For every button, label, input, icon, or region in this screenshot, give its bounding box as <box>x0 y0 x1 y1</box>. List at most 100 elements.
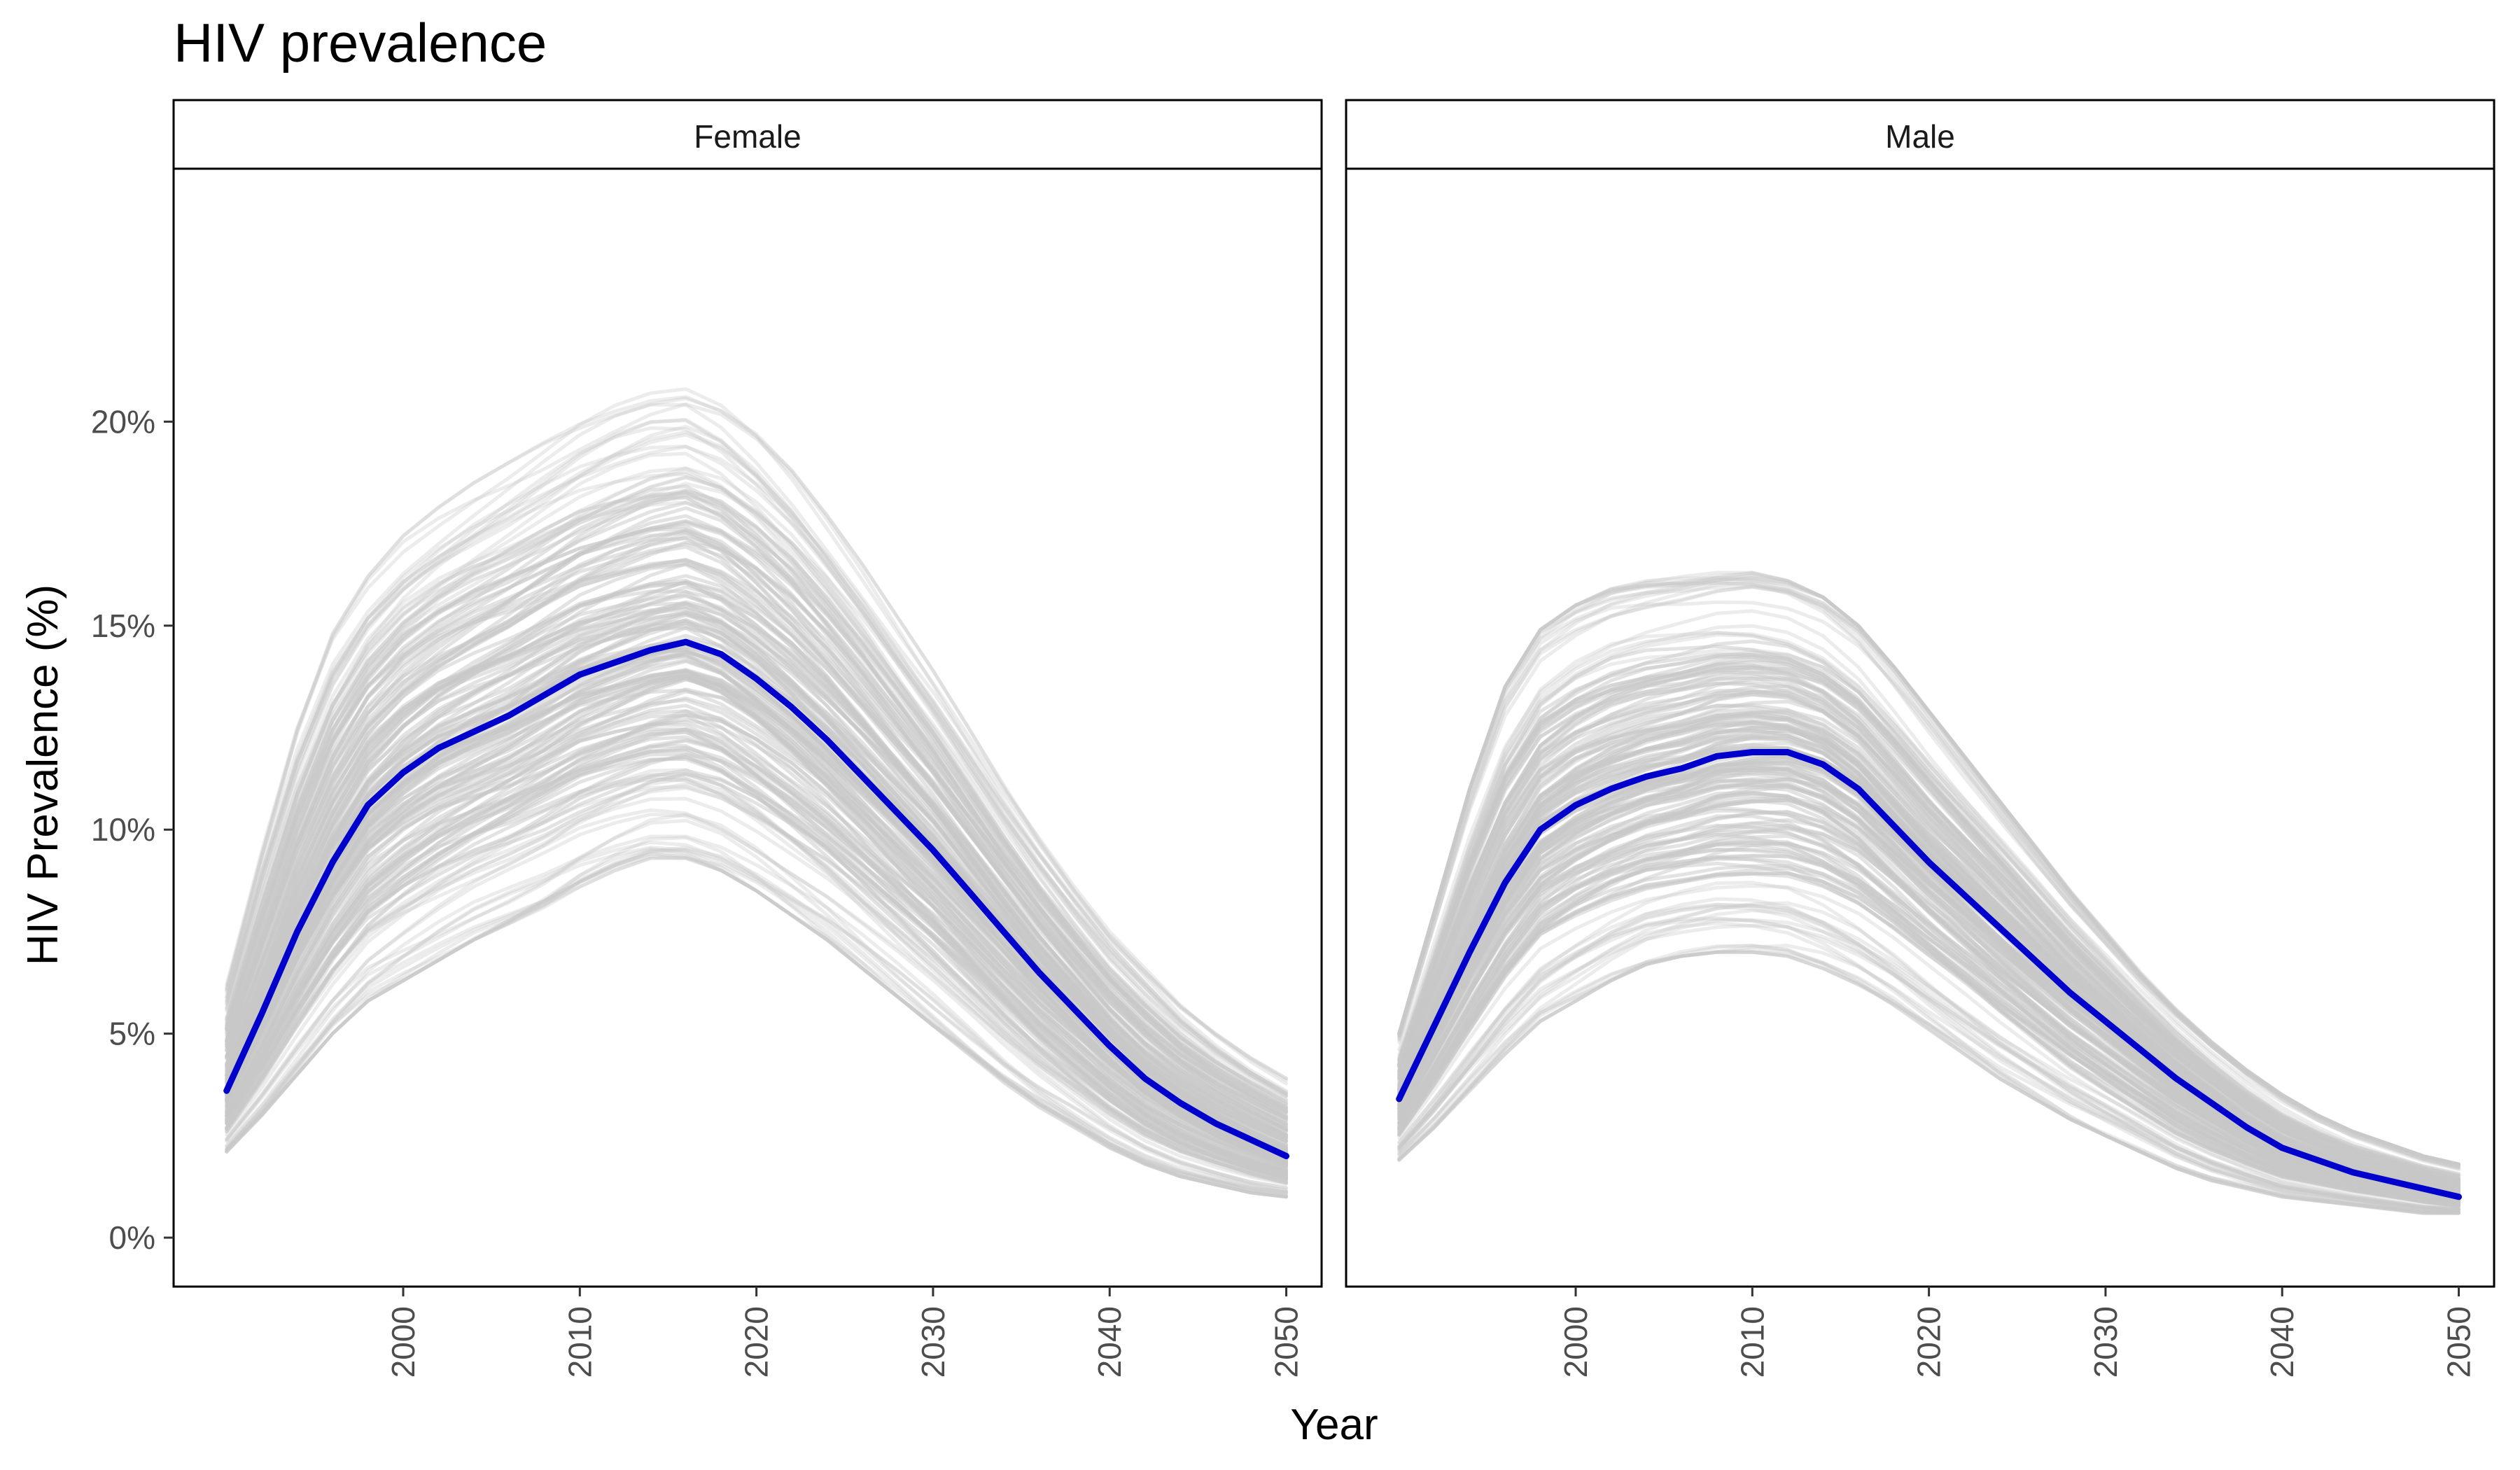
simulation-line <box>1397 664 2460 1182</box>
simulation-line <box>225 652 1288 1161</box>
simulation-line <box>225 777 1288 1182</box>
facet-strip-label: Female <box>694 118 801 155</box>
simulation-line <box>225 812 1288 1190</box>
simulation-line <box>225 856 1288 1198</box>
simulation-line <box>225 451 1288 1106</box>
simulation-line <box>225 396 1288 1081</box>
simulation-line <box>1397 950 2460 1214</box>
simulation-line <box>1397 903 2460 1211</box>
simulation-line <box>1397 584 2460 1167</box>
x-tick-label: 2050 <box>1268 1306 1305 1378</box>
simulation-line <box>225 624 1288 1148</box>
simulation-line <box>1397 854 2460 1207</box>
simulation-line <box>225 466 1288 1107</box>
x-tick-label: 2000 <box>385 1306 421 1378</box>
simulation-line <box>1397 576 2460 1166</box>
simulation-line <box>225 840 1288 1194</box>
simulation-line <box>225 402 1288 1082</box>
simulation-line <box>225 752 1288 1176</box>
simulation-line <box>225 536 1288 1132</box>
simulation-line <box>225 852 1288 1199</box>
simulation-line <box>1397 923 2460 1212</box>
simulation-line <box>1397 944 2460 1215</box>
facet-strip-label: Male <box>1885 118 1955 155</box>
mean-line <box>1396 749 2462 1200</box>
simulation-line <box>1397 580 2460 1171</box>
x-tick-label: 2020 <box>738 1306 775 1378</box>
simulation-line <box>225 846 1288 1199</box>
simulation-line <box>225 426 1288 1098</box>
x-tick-label: 2000 <box>1558 1306 1594 1378</box>
simulation-line <box>1397 902 2460 1211</box>
simulation-line <box>225 785 1288 1182</box>
y-tick-label: 20% <box>91 403 155 440</box>
simulation-line <box>225 846 1288 1194</box>
simulation-line <box>1397 571 2460 1167</box>
simulation-line <box>225 578 1288 1141</box>
simulation-line <box>1397 884 2460 1209</box>
simulation-line <box>225 777 1288 1184</box>
simulation-line <box>225 424 1288 1097</box>
simulation-line <box>1397 862 2460 1207</box>
x-tick-label: 2040 <box>2264 1306 2300 1378</box>
x-tick-label: 2050 <box>2441 1306 2477 1378</box>
simulation-line <box>1397 624 2460 1177</box>
simulation-line <box>225 852 1288 1199</box>
x-tick-label: 2030 <box>2087 1306 2124 1378</box>
simulation-line <box>225 836 1288 1198</box>
simulation-line <box>225 727 1288 1177</box>
simulation-line <box>1397 916 2460 1212</box>
simulation-line <box>1397 704 2460 1190</box>
mean-line <box>223 638 1289 1159</box>
simulation-line <box>1397 948 2460 1215</box>
simulation-line <box>1397 950 2460 1214</box>
x-tick-label: 2010 <box>561 1306 598 1378</box>
panel-border <box>172 167 1323 1288</box>
simulation-line <box>225 493 1288 1109</box>
simulation-line <box>1397 741 2460 1195</box>
simulation-line <box>225 855 1288 1199</box>
simulation-line <box>1397 570 2460 1168</box>
simulation-line <box>1397 944 2460 1215</box>
simulation-line <box>225 771 1288 1180</box>
simulation-line <box>1397 901 2460 1212</box>
simulation-line <box>225 484 1288 1115</box>
simulation-line <box>225 813 1288 1193</box>
simulation-line <box>225 466 1288 1102</box>
chart-title: HIV prevalence <box>174 12 547 74</box>
simulation-line <box>1397 670 2460 1185</box>
y-tick-label: 10% <box>91 811 155 848</box>
simulation-line <box>225 749 1288 1180</box>
simulation-line <box>1397 917 2460 1211</box>
simulation-line <box>1397 881 2460 1211</box>
simulation-line <box>1397 944 2460 1215</box>
simulation-line <box>1397 570 2460 1168</box>
simulation-line <box>1397 573 2460 1168</box>
y-tick-label: 0% <box>109 1219 155 1256</box>
panel-male: Male 2000 2010 2020 2030 2040 2050 <box>1345 99 2496 1378</box>
simulation-line <box>225 527 1288 1129</box>
simulation-line <box>225 856 1288 1198</box>
simulation-line <box>1397 897 2460 1212</box>
simulation-line <box>1397 609 2460 1176</box>
simulation-lines <box>225 387 1288 1199</box>
simulation-line <box>1397 575 2460 1166</box>
simulation-line <box>225 848 1288 1199</box>
simulation-line <box>1397 909 2460 1213</box>
panel-border <box>1345 167 2496 1288</box>
simulation-line <box>1397 904 2460 1212</box>
simulation-line <box>225 818 1288 1194</box>
simulation-line <box>1397 792 2460 1203</box>
simulation-line <box>225 387 1288 1086</box>
simulation-line <box>225 540 1288 1121</box>
simulation-line <box>1397 578 2460 1166</box>
simulation-line <box>225 610 1288 1152</box>
simulation-line <box>1397 950 2460 1214</box>
facet-strip <box>1345 99 2496 170</box>
y-tick-label: 5% <box>109 1016 155 1052</box>
simulation-line <box>1397 681 2460 1186</box>
simulation-line <box>225 601 1288 1143</box>
simulation-line <box>225 444 1288 1094</box>
simulation-line <box>225 848 1288 1196</box>
